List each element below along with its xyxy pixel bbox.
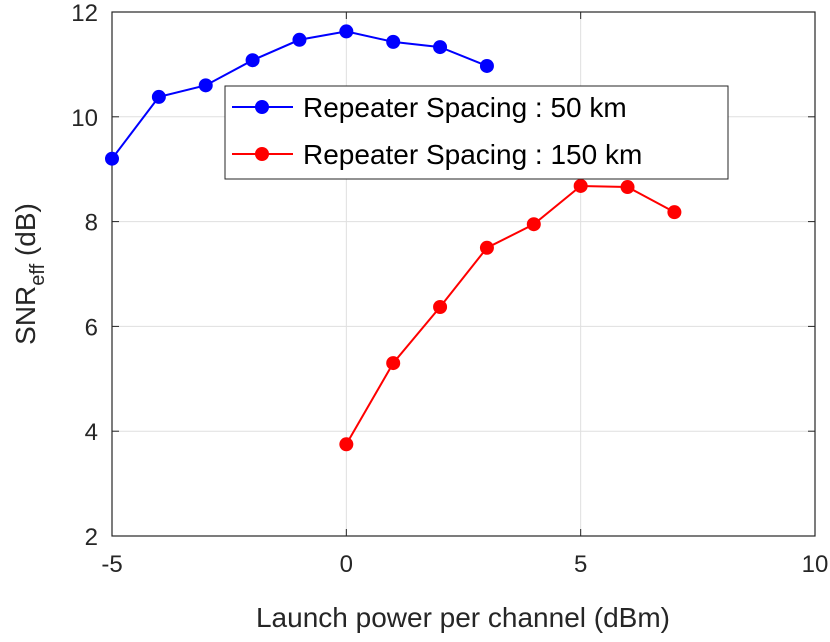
series-line-1: [345, 184, 675, 445]
y-label-unit: (dB): [10, 203, 41, 264]
x-tick-label: 10: [802, 551, 829, 578]
legend-marker-150km: [255, 147, 269, 161]
plot-frame: [111, 11, 816, 537]
data-point-1-7: [667, 205, 682, 220]
legend-box: [224, 85, 729, 180]
y-tick-label: 10: [71, 105, 98, 132]
data-point-0-0: [105, 151, 119, 166]
y-tick-label: 4: [85, 419, 98, 446]
data-point-0-8: [479, 58, 494, 73]
x-tick-label: 5: [574, 551, 587, 578]
data-point-0-1: [151, 89, 166, 104]
x-axis-label: Launch power per channel (dBm): [256, 602, 670, 633]
data-point-1-2: [433, 300, 448, 315]
data-point-1-5: [573, 178, 588, 193]
data-point-0-5: [339, 24, 354, 39]
ticks: -5 0 5 10 2 4 6 8 10 12: [71, 0, 828, 578]
data-point-1-1: [386, 356, 401, 371]
data-point-0-7: [433, 40, 448, 55]
data-point-0-4: [292, 32, 307, 47]
legend: Repeater Spacing : 50 km Repeater Spacin…: [224, 85, 729, 180]
y-label-subscript: eff: [27, 263, 49, 285]
data-point-0-6: [386, 34, 401, 49]
data-point-1-4: [526, 217, 541, 232]
data-point-1-3: [479, 240, 494, 255]
series: [105, 24, 682, 452]
y-label-main: SNR: [10, 286, 41, 345]
data-point-0-3: [245, 53, 260, 68]
y-axis-label: SNReff (dB): [10, 203, 49, 345]
legend-label-50km: Repeater Spacing : 50 km: [303, 92, 627, 123]
data-point-1-6: [620, 180, 635, 195]
y-tick-label: 12: [71, 0, 98, 27]
data-point-0-2: [198, 78, 213, 93]
y-tick-label: 8: [85, 210, 98, 237]
x-tick-label: -5: [101, 551, 122, 578]
y-tick-label: 2: [85, 524, 98, 551]
data-point-1-0: [339, 437, 354, 452]
x-tick-label: 0: [340, 551, 353, 578]
legend-marker-50km: [255, 100, 269, 114]
y-tick-label: 6: [85, 314, 98, 341]
legend-label-150km: Repeater Spacing : 150 km: [303, 139, 642, 170]
